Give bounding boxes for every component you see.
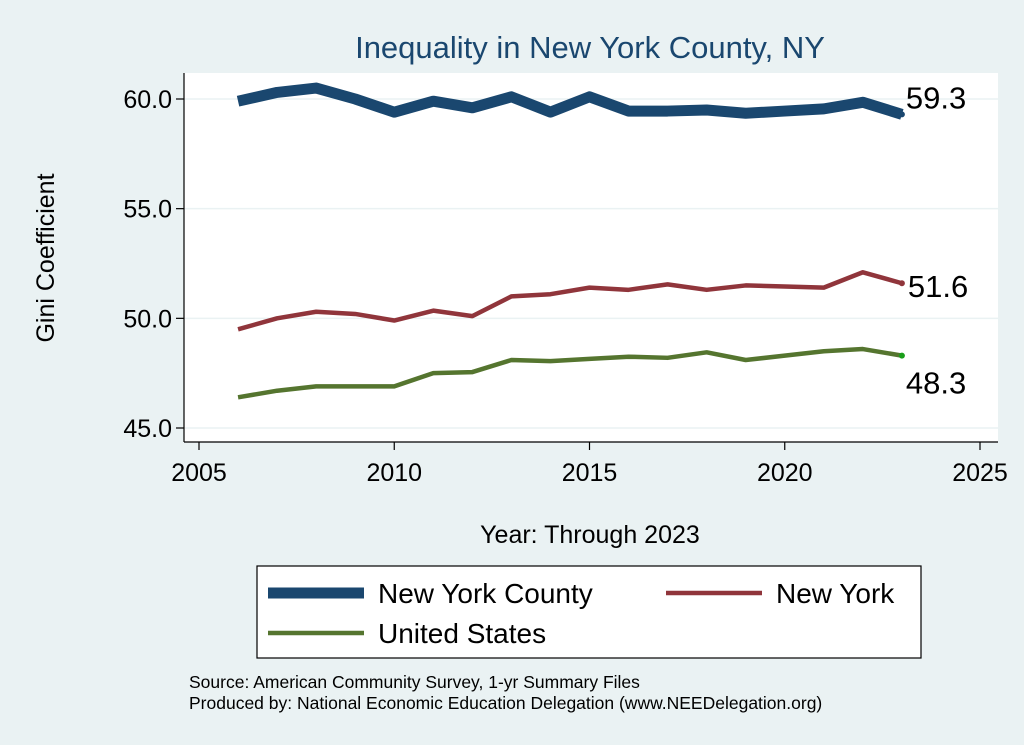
y-tick-label: 55.0	[123, 196, 172, 224]
y-tick-label: 50.0	[123, 305, 172, 333]
end-labels: 59.3 51.6 48.3	[898, 80, 968, 401]
x-tick-label: 2015	[562, 459, 618, 487]
legend-box	[256, 565, 922, 659]
end-point-marker	[898, 111, 905, 118]
series-line-new-york	[237, 270, 903, 332]
x-tick-label: 2020	[757, 459, 813, 487]
series-line-new-york-county	[236, 82, 904, 120]
x-tick-label: 2005	[171, 459, 227, 487]
end-value-label: 51.6	[908, 269, 968, 304]
legend-label: New York	[776, 578, 895, 609]
chart-title: Inequality in New York County, NY	[355, 30, 825, 65]
legend-label: New York County	[378, 578, 593, 609]
y-axis-title: Gini Coefficient	[32, 173, 60, 342]
legend-label: United States	[378, 618, 546, 649]
series-lines	[236, 82, 904, 400]
x-tick-label: 2025	[952, 459, 1008, 487]
end-point-marker	[898, 352, 905, 359]
series-line-united-states	[237, 346, 903, 400]
end-value-label: 59.3	[906, 80, 966, 115]
end-value-label: 48.3	[906, 366, 966, 401]
x-tick-label: 2010	[366, 459, 422, 487]
end-point-marker	[898, 280, 905, 287]
x-axis-ticks: 2005 2010 2015 2020 2025	[171, 442, 1008, 487]
y-axis-ticks: 45.0 50.0 55.0 60.0	[123, 86, 184, 443]
legend: New York County New York United States	[268, 578, 895, 649]
y-tick-label: 60.0	[123, 86, 172, 114]
source-note: Source: American Community Survey, 1-yr …	[189, 672, 640, 692]
x-axis-title: Year: Through 2023	[480, 521, 700, 549]
producer-note: Produced by: National Economic Education…	[189, 693, 822, 713]
y-tick-label: 45.0	[123, 415, 172, 443]
plot-area	[184, 73, 998, 442]
